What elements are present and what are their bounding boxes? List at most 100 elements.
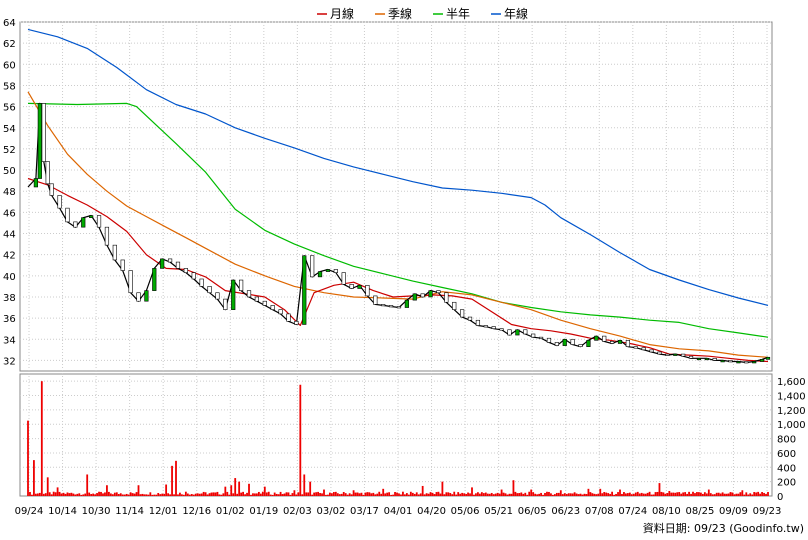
volume-bar xyxy=(555,492,558,496)
candle xyxy=(467,316,473,321)
volume-bar xyxy=(309,481,312,496)
volume-bar xyxy=(484,492,487,496)
volume-bar xyxy=(581,494,584,496)
volume-bar xyxy=(488,493,491,496)
volume-bar xyxy=(378,491,381,496)
volume-bar xyxy=(686,493,688,496)
volume-bar xyxy=(190,494,193,496)
volume-bar xyxy=(601,493,604,496)
volume-bar xyxy=(700,492,702,496)
volume-bar xyxy=(561,494,564,496)
volume-bar xyxy=(664,493,667,496)
legend-label-3: 年線 xyxy=(504,6,528,21)
volume-bar xyxy=(721,492,724,496)
volume-bar xyxy=(92,493,95,496)
volume-bar xyxy=(125,493,128,496)
volume-bar xyxy=(96,493,98,496)
volume-bar xyxy=(638,493,641,496)
volume-bar xyxy=(123,494,126,496)
volume-bar xyxy=(579,493,582,496)
volume-bar xyxy=(246,492,248,496)
candle xyxy=(96,215,102,228)
volume-bar xyxy=(548,491,550,496)
volume-bar xyxy=(321,493,323,496)
candle xyxy=(396,306,402,309)
candle xyxy=(128,270,133,294)
volume-bar xyxy=(84,493,87,496)
volume-bar xyxy=(295,494,298,496)
volume-bar xyxy=(709,493,712,496)
volume-bar xyxy=(715,492,718,496)
volume-bar xyxy=(50,494,53,496)
price-tick-label-8: 48 xyxy=(3,187,16,198)
candle xyxy=(404,299,409,308)
candle xyxy=(420,293,425,298)
x-tick-label-7: 01/19 xyxy=(249,506,278,517)
candle xyxy=(728,360,733,363)
x-tick-label-0: 09/24 xyxy=(15,506,44,517)
volume-bar xyxy=(400,494,402,496)
candle xyxy=(759,359,765,362)
volume-bar xyxy=(80,494,83,496)
x-tick-label-4: 12/01 xyxy=(149,506,178,517)
volume-bar xyxy=(210,492,213,496)
volume-bar xyxy=(248,483,250,496)
volume-bar xyxy=(94,494,96,496)
volume-bar xyxy=(244,494,246,496)
volume-bar xyxy=(544,492,546,496)
volume-bar xyxy=(447,492,450,496)
volume-bar xyxy=(311,494,314,496)
volume-bar xyxy=(623,492,625,496)
volume-bar xyxy=(713,494,716,496)
volume-bar xyxy=(238,481,241,496)
volume-bar xyxy=(615,493,617,496)
price-tick-label-13: 38 xyxy=(3,293,16,304)
volume-bar xyxy=(206,494,209,496)
candle xyxy=(104,226,110,246)
volume-bar xyxy=(291,493,294,496)
volume-tick-label-0: 1,600 xyxy=(777,377,806,388)
volume-bar xyxy=(755,492,758,496)
candle xyxy=(475,319,481,326)
volume-bar xyxy=(589,492,592,496)
candle xyxy=(381,304,386,307)
candle xyxy=(37,103,42,179)
volume-bar xyxy=(678,492,681,496)
candle xyxy=(546,337,552,343)
candle xyxy=(278,309,283,315)
volume-bar xyxy=(404,494,406,496)
volume-bar xyxy=(506,494,509,496)
price-tick-label-1: 62 xyxy=(3,39,16,50)
volume-bar xyxy=(129,492,132,496)
volume-bar xyxy=(58,491,61,496)
candle xyxy=(73,221,78,228)
volume-bar xyxy=(630,494,633,496)
volume-bar xyxy=(390,494,392,496)
volume-bars xyxy=(27,381,769,496)
candle xyxy=(183,268,188,273)
volume-bar xyxy=(175,460,177,496)
volume-bar xyxy=(46,477,49,496)
volume-bar xyxy=(411,492,414,496)
volume-bar xyxy=(216,491,219,496)
volume-bar xyxy=(477,492,479,496)
volume-tick-label-1: 1,400 xyxy=(777,392,806,403)
candle xyxy=(89,215,94,218)
volume-bar xyxy=(508,493,511,496)
candle xyxy=(223,298,228,310)
price-tick-label-14: 36 xyxy=(3,314,16,325)
volume-bar xyxy=(342,491,345,496)
volume-bar xyxy=(727,493,730,496)
volume-bar xyxy=(662,492,665,496)
volume-bar xyxy=(222,493,225,496)
volume-bar xyxy=(33,460,35,496)
volume-bar xyxy=(703,492,706,496)
volume-bar xyxy=(429,492,432,496)
volume-bar xyxy=(417,494,420,496)
volume-bar xyxy=(368,492,371,496)
volume-bar xyxy=(540,492,542,496)
x-tick-label-6: 01/02 xyxy=(216,506,245,517)
volume-bar xyxy=(192,494,195,496)
volume-bar xyxy=(360,492,363,496)
volume-bar xyxy=(90,494,93,496)
